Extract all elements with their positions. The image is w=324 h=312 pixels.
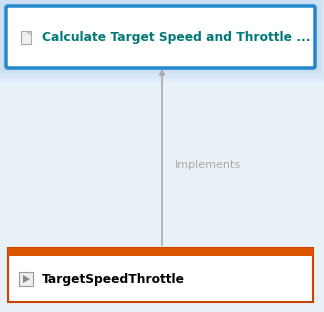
Polygon shape: [26, 31, 31, 35]
FancyBboxPatch shape: [0, 0, 321, 74]
FancyBboxPatch shape: [0, 0, 324, 82]
Text: TargetSpeedThrottle: TargetSpeedThrottle: [42, 272, 185, 285]
Bar: [8, 248, 313, 302]
FancyBboxPatch shape: [6, 6, 315, 68]
Polygon shape: [23, 275, 30, 283]
Text: Implements: Implements: [175, 160, 241, 170]
Bar: [21, 31, 31, 43]
FancyBboxPatch shape: [0, 0, 324, 78]
Text: Calculate Target Speed and Throttle ...: Calculate Target Speed and Throttle ...: [42, 31, 310, 43]
Bar: [19, 272, 33, 286]
FancyBboxPatch shape: [3, 3, 318, 71]
Bar: [8, 248, 313, 256]
